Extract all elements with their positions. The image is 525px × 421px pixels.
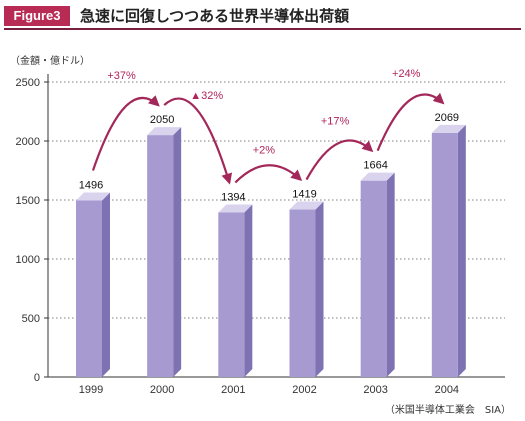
x-tick-label: 1999 xyxy=(79,384,103,396)
change-arrow xyxy=(91,95,160,171)
bar-side xyxy=(457,124,466,377)
bar xyxy=(218,212,245,377)
change-arrow xyxy=(163,97,233,185)
bar-value-label: 1394 xyxy=(221,192,245,204)
bar-top xyxy=(147,127,182,136)
figure-title: 急速に回復しつつある世界半導体出荷額 xyxy=(80,7,350,25)
bar-value-label: 1496 xyxy=(79,179,103,191)
x-tick-label: 2004 xyxy=(435,384,459,396)
change-percent-label: ▲32% xyxy=(190,90,223,102)
bar-top xyxy=(218,204,253,213)
bar-top xyxy=(360,172,395,181)
x-tick-label: 2000 xyxy=(150,384,174,396)
change-percent-label: +17% xyxy=(321,116,350,128)
bar-side xyxy=(102,192,110,377)
bar xyxy=(289,209,316,377)
bar-side xyxy=(386,172,395,377)
y-axis-unit-label: （金額・億ドル） xyxy=(10,56,90,67)
bar-side xyxy=(315,201,324,377)
bar-top xyxy=(431,124,466,133)
bar-side xyxy=(173,127,182,377)
x-tick-label: 2003 xyxy=(363,384,387,396)
x-tick-label: 2002 xyxy=(292,384,316,396)
bar-side xyxy=(244,204,253,377)
bar xyxy=(147,135,174,377)
source-note: （米国半導体工業会 SIA） xyxy=(384,405,511,416)
figure-header: Figure3 急速に回復しつつある世界半導体出荷額 xyxy=(0,0,525,30)
bar-value-label: 2069 xyxy=(435,112,459,124)
change-arrow xyxy=(234,164,303,184)
y-tick-label: 500 xyxy=(22,313,40,325)
change-percent-label: +24% xyxy=(392,68,421,80)
figure-badge: Figure3 xyxy=(4,6,70,26)
bar xyxy=(360,180,387,377)
bar-top xyxy=(289,201,324,210)
y-tick-label: 1000 xyxy=(16,254,40,266)
bar xyxy=(76,200,102,377)
change-percent-label: +37% xyxy=(107,70,136,82)
header-rule xyxy=(4,28,521,30)
y-tick-label: 2500 xyxy=(16,77,40,89)
bar-value-label: 1419 xyxy=(292,189,316,201)
y-tick-label: 1500 xyxy=(16,195,40,207)
y-tick-label: 2000 xyxy=(16,136,40,148)
change-arrow xyxy=(305,139,374,181)
bar-top xyxy=(76,192,110,201)
change-arrow xyxy=(376,92,445,152)
change-percent-label: +2% xyxy=(253,145,276,157)
bar-value-label: 2050 xyxy=(150,114,174,126)
bar xyxy=(431,132,458,377)
x-tick-label: 2001 xyxy=(221,384,245,396)
y-tick-label: 0 xyxy=(34,372,40,384)
bar-value-label: 1664 xyxy=(363,160,387,172)
